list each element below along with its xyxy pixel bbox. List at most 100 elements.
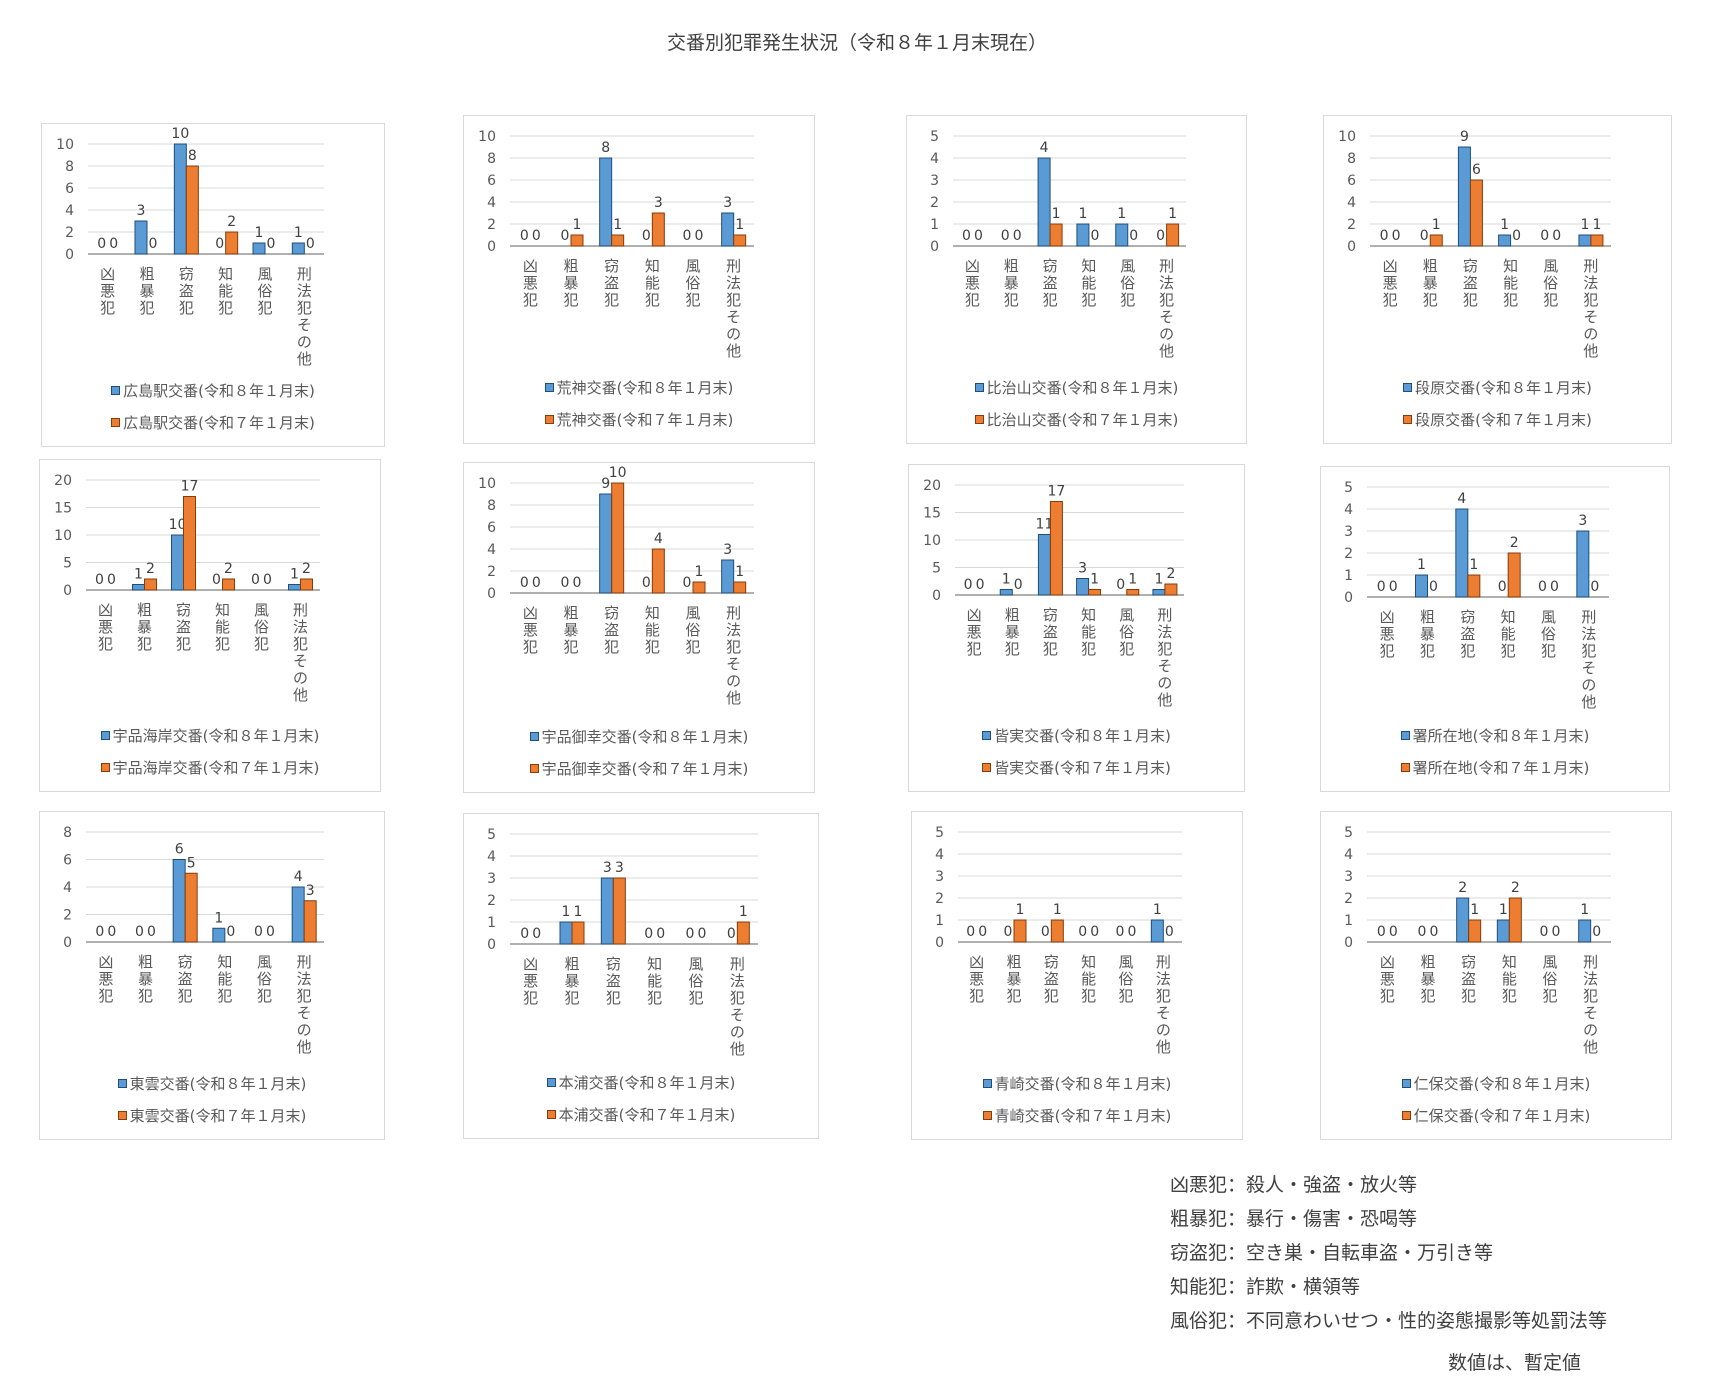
data-label: 1 <box>255 225 264 241</box>
category-label: 風俗犯 <box>688 955 703 1007</box>
category-label: 粗暴犯 <box>1423 257 1438 309</box>
y-tick-label: 0 <box>1347 239 1356 255</box>
category-label: 凶悪犯 <box>98 601 113 653</box>
category-label: 風俗犯 <box>254 601 269 653</box>
data-label: 1 <box>562 904 571 920</box>
bar-previous <box>1049 223 1063 247</box>
y-tick-label: 2 <box>935 891 944 907</box>
chart-legend: 比治山交番(令和８年１月末) 比治山交番(令和７年１月末) <box>907 371 1246 435</box>
data-label: 2 <box>1458 880 1467 896</box>
category-label: 凶悪犯 <box>523 955 538 1007</box>
category-label: 窃盗犯 <box>176 601 191 653</box>
note-settohan: 窃盗犯：空き巣・自転車盗・万引き等 <box>1170 1242 1494 1264</box>
y-tick-label: 1 <box>487 915 496 931</box>
bar-previous <box>144 578 157 591</box>
data-label: 0 <box>1013 228 1022 244</box>
bar-previous <box>571 921 585 945</box>
chart-panel-hijiyama: 0 1 2 3 4 5 0 0 凶悪犯 0 0 粗暴犯 4 1 窃盗犯 1 0 知能犯 1 0 風俗犯 0 1 刑法犯その他比… <box>906 115 1247 444</box>
chart-panel-ujina-kaigan: 0 5 10 15 20 0 0 凶悪犯 1 2 粗暴犯 10 17 窃盗犯 0 2 知能犯 0 0 風俗犯 1 2 刑法犯… <box>39 459 381 792</box>
category-label: 粗暴犯 <box>1420 953 1435 1005</box>
category-label: 刑法犯その他 <box>1157 606 1172 709</box>
category-label: 刑法犯その他 <box>730 955 745 1058</box>
data-label: 0 <box>1001 228 1010 244</box>
data-label: 4 <box>1457 491 1466 507</box>
legend-label: 仁保交番(令和７年１月末) <box>1413 1106 1591 1125</box>
data-label: 1 <box>1002 572 1011 588</box>
chart-panel-kojin: 0 2 4 6 8 10 0 0 凶悪犯 0 1 粗暴犯 8 1 窃盗犯 0 3 知能犯 0 0 風俗犯 3 1 刑法犯その他… <box>463 115 815 444</box>
category-label: 凶悪犯 <box>969 953 984 1005</box>
data-label: 1 <box>1154 572 1163 588</box>
legend-label: 皆実交番(令和８年１月末) <box>994 726 1171 745</box>
y-tick-label: 6 <box>1347 173 1356 189</box>
legend-swatch <box>117 1078 127 1088</box>
data-label: 17 <box>1048 484 1066 500</box>
data-label: 0 <box>1429 579 1438 595</box>
chart-panel-station-location: 0 1 2 3 4 5 0 0 凶悪犯 1 0 粗暴犯 4 1 窃盗犯 0 2 知能犯 0 0 風俗犯 3 0 刑法犯その他署… <box>1320 466 1670 792</box>
data-label: 0 <box>642 575 651 591</box>
bar-previous <box>651 212 665 247</box>
bar-previous <box>1164 583 1178 596</box>
data-label: 1 <box>1078 206 1087 222</box>
category-label: 風俗犯 <box>257 265 272 317</box>
category-label: 窃盗犯 <box>606 955 621 1007</box>
legend-label: 宇品海岸交番(令和７年１月末) <box>112 758 320 777</box>
category-label: 窃盗犯 <box>179 265 194 317</box>
category-label: 凶悪犯 <box>1380 608 1395 660</box>
bar-previous <box>185 165 199 255</box>
data-label: 0 <box>1540 924 1549 940</box>
data-label: 0 <box>1392 228 1401 244</box>
data-label: 0 <box>1004 924 1013 940</box>
bar-current <box>171 534 184 591</box>
legend-item: 皆実交番(令和８年１月末) <box>909 719 1244 751</box>
legend-item: 比治山交番(令和７年１月末) <box>907 403 1246 435</box>
y-tick-label: 4 <box>1344 502 1353 518</box>
data-label: 0 <box>520 228 529 244</box>
data-label: 0 <box>1014 577 1023 593</box>
data-label: 1 <box>1128 572 1137 588</box>
bar-current <box>1037 157 1051 247</box>
data-label: 8 <box>188 148 197 164</box>
legend-swatch <box>529 763 539 773</box>
data-label: 3 <box>306 883 315 899</box>
category-label: 窃盗犯 <box>178 953 193 1005</box>
y-tick-label: 10 <box>478 476 496 492</box>
legend-swatch <box>100 730 110 740</box>
y-tick-label: 10 <box>54 528 72 544</box>
chart-legend: 段原交番(令和８年１月末) 段原交番(令和７年１月末) <box>1324 371 1671 435</box>
category-label: 刑法犯その他 <box>297 265 312 368</box>
bar-previous <box>692 581 706 594</box>
data-label: 1 <box>1168 206 1177 222</box>
data-label: 3 <box>1578 513 1587 529</box>
data-label: 3 <box>137 203 146 219</box>
bar-current <box>1456 897 1470 943</box>
data-label: 0 <box>149 236 158 252</box>
category-label: 知能犯 <box>647 955 662 1007</box>
category-label: 刑法犯その他 <box>1156 953 1171 1056</box>
y-tick-label: 1 <box>930 217 939 233</box>
y-tick-label: 10 <box>478 129 496 145</box>
y-tick-label: 1 <box>935 913 944 929</box>
data-label: 2 <box>302 561 311 577</box>
y-tick-label: 20 <box>923 478 941 494</box>
y-tick-label: 2 <box>1344 891 1353 907</box>
bar-current <box>288 584 301 591</box>
data-label: 0 <box>147 924 156 940</box>
legend-item: 荒神交番(令和７年１月末) <box>464 403 814 435</box>
y-tick-label: 15 <box>54 501 72 517</box>
data-label: 9 <box>1460 129 1469 145</box>
data-label: 0 <box>1116 577 1125 593</box>
legend-label: 署所在地(令和７年１月末) <box>1412 758 1590 777</box>
data-label: 1 <box>1500 217 1509 233</box>
data-label: 0 <box>95 924 104 940</box>
data-label: 1 <box>1090 572 1099 588</box>
legend-swatch <box>117 1110 127 1120</box>
data-label: 0 <box>532 228 541 244</box>
y-tick-label: 2 <box>1347 217 1356 233</box>
chart-panel-hiroshima-station: 0 2 4 6 8 10 0 0 凶悪犯 3 0 粗暴犯 10 8 窃盗犯 0 2 知能犯 1 0 風俗犯 1 0 刑法犯その… <box>41 123 385 447</box>
data-label: 0 <box>1090 228 1099 244</box>
bar-current <box>721 212 735 247</box>
category-label: 粗暴犯 <box>563 257 578 309</box>
